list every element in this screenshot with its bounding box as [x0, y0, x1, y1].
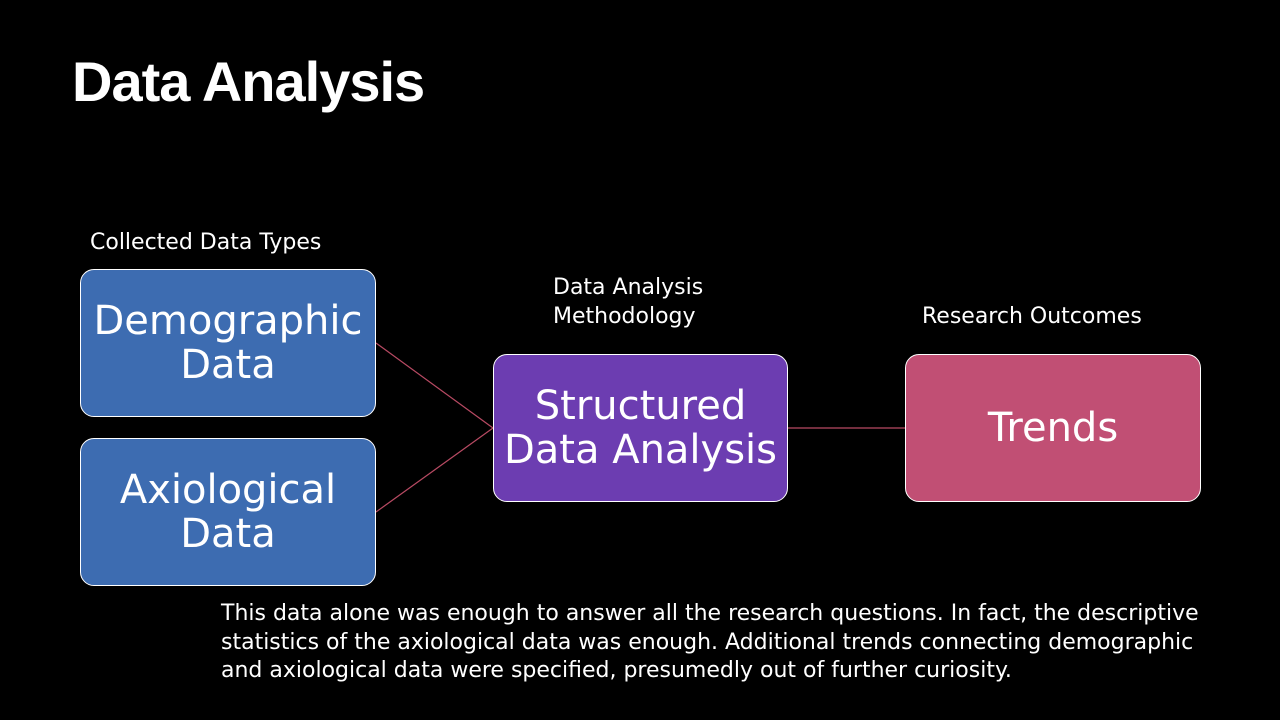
- axiological-data-box: Axiological Data: [80, 438, 376, 586]
- trends-box: Trends: [905, 354, 1201, 502]
- structured-data-analysis-text: Structured Data Analysis: [503, 383, 778, 473]
- research-outcomes-label: Research Outcomes: [922, 304, 1142, 329]
- collected-data-types-label: Collected Data Types: [90, 230, 322, 255]
- demographic-data-text: Demographic Data: [93, 298, 363, 388]
- explanatory-note: This data alone was enough to answer all…: [221, 601, 1199, 683]
- axiological-data-text: Axiological Data: [119, 467, 337, 557]
- connector-demographic-to-structured: [375, 342, 494, 429]
- structured-data-analysis-box: Structured Data Analysis: [493, 354, 788, 502]
- trends-text: Trends: [987, 405, 1119, 451]
- demographic-data-box: Demographic Data: [80, 269, 376, 417]
- slide-title: Data Analysis: [72, 50, 425, 113]
- connector-axiological-to-structured: [375, 427, 494, 513]
- methodology-label: Data Analysis Methodology: [553, 275, 704, 329]
